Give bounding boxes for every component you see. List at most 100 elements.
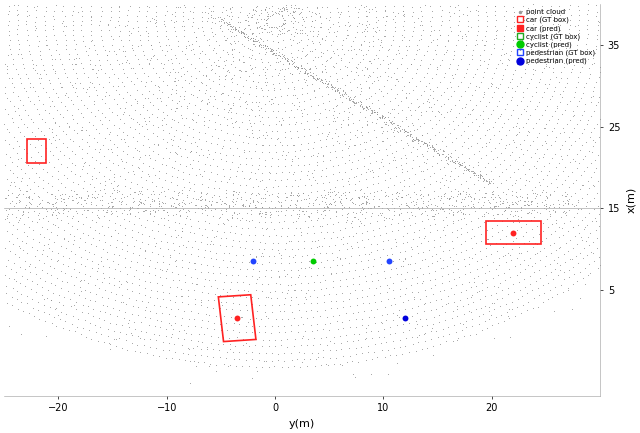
Point [391, 242, 401, 249]
Point [335, 56, 346, 63]
Point [202, 325, 212, 332]
Point [4, 205, 15, 212]
Point [335, 339, 346, 346]
Point [443, 293, 453, 300]
Point [264, 23, 274, 30]
Point [248, 37, 259, 44]
Point [297, 90, 307, 97]
Point [99, 339, 109, 346]
Point [183, 293, 193, 300]
Point [444, 209, 454, 216]
Point [380, 223, 390, 230]
Point [61, 46, 72, 53]
Point [383, 206, 394, 213]
Point [317, 223, 328, 229]
Point [97, 197, 107, 204]
Point [305, 65, 315, 71]
Point [458, 105, 468, 112]
Point [200, 201, 211, 208]
Point [37, 196, 47, 203]
Point [1, 207, 12, 214]
Point [484, 304, 495, 310]
Point [105, 346, 115, 352]
Point [44, 159, 54, 166]
Point [34, 216, 44, 223]
Point [271, 24, 282, 31]
Point [256, 35, 266, 42]
Point [280, 55, 290, 62]
Point [214, 81, 224, 87]
Point [66, 303, 76, 310]
Point [67, 11, 77, 18]
Point [427, 142, 437, 149]
Point [484, 179, 494, 186]
Point [240, 68, 250, 74]
Point [161, 333, 172, 339]
Point [273, 100, 283, 107]
Point [524, 178, 534, 184]
Point [299, 162, 309, 169]
Point [202, 352, 212, 359]
Point [344, 136, 355, 142]
Point [225, 341, 236, 348]
Point [167, 194, 177, 201]
Point [538, 219, 548, 226]
Point [548, 204, 559, 210]
Point [361, 199, 371, 206]
Point [234, 163, 244, 170]
Point [508, 137, 518, 144]
Point [79, 178, 90, 184]
Point [192, 281, 202, 288]
Point [579, 168, 589, 175]
Point [390, 124, 400, 131]
Point [481, 8, 492, 15]
Point [264, 5, 274, 12]
Point [312, 320, 322, 327]
Point [371, 27, 381, 34]
Point [76, 200, 86, 207]
Point [132, 202, 143, 209]
Point [104, 47, 114, 54]
Point [108, 185, 118, 192]
Point [481, 189, 492, 196]
Point [456, 181, 466, 187]
Point [68, 36, 79, 43]
Point [248, 36, 259, 43]
Point [148, 130, 158, 137]
Point [70, 60, 80, 67]
Point [60, 269, 70, 276]
Point [332, 177, 342, 184]
Point [497, 94, 507, 100]
Point [277, 12, 287, 19]
Point [529, 11, 539, 18]
Point [5, 167, 15, 174]
Point [417, 17, 427, 24]
Point [519, 197, 529, 204]
Point [161, 28, 171, 35]
Point [303, 212, 313, 219]
Point [364, 257, 374, 264]
Point [227, 271, 237, 278]
Point [145, 257, 156, 264]
Point [525, 255, 535, 262]
Point [293, 64, 303, 71]
Point [200, 160, 211, 167]
Point [147, 196, 157, 203]
Point [338, 297, 348, 304]
Point [484, 125, 494, 132]
Point [337, 99, 347, 106]
Point [292, 215, 303, 222]
Point [540, 65, 550, 71]
Point [387, 106, 397, 113]
Point [172, 99, 182, 106]
Point [512, 83, 522, 90]
Point [247, 301, 257, 307]
Point [538, 299, 548, 306]
Point [56, 242, 66, 249]
Point [319, 186, 329, 193]
Point [442, 143, 452, 150]
Point [554, 224, 564, 231]
Point [375, 61, 385, 68]
Point [4, 274, 14, 281]
Point [354, 195, 364, 202]
